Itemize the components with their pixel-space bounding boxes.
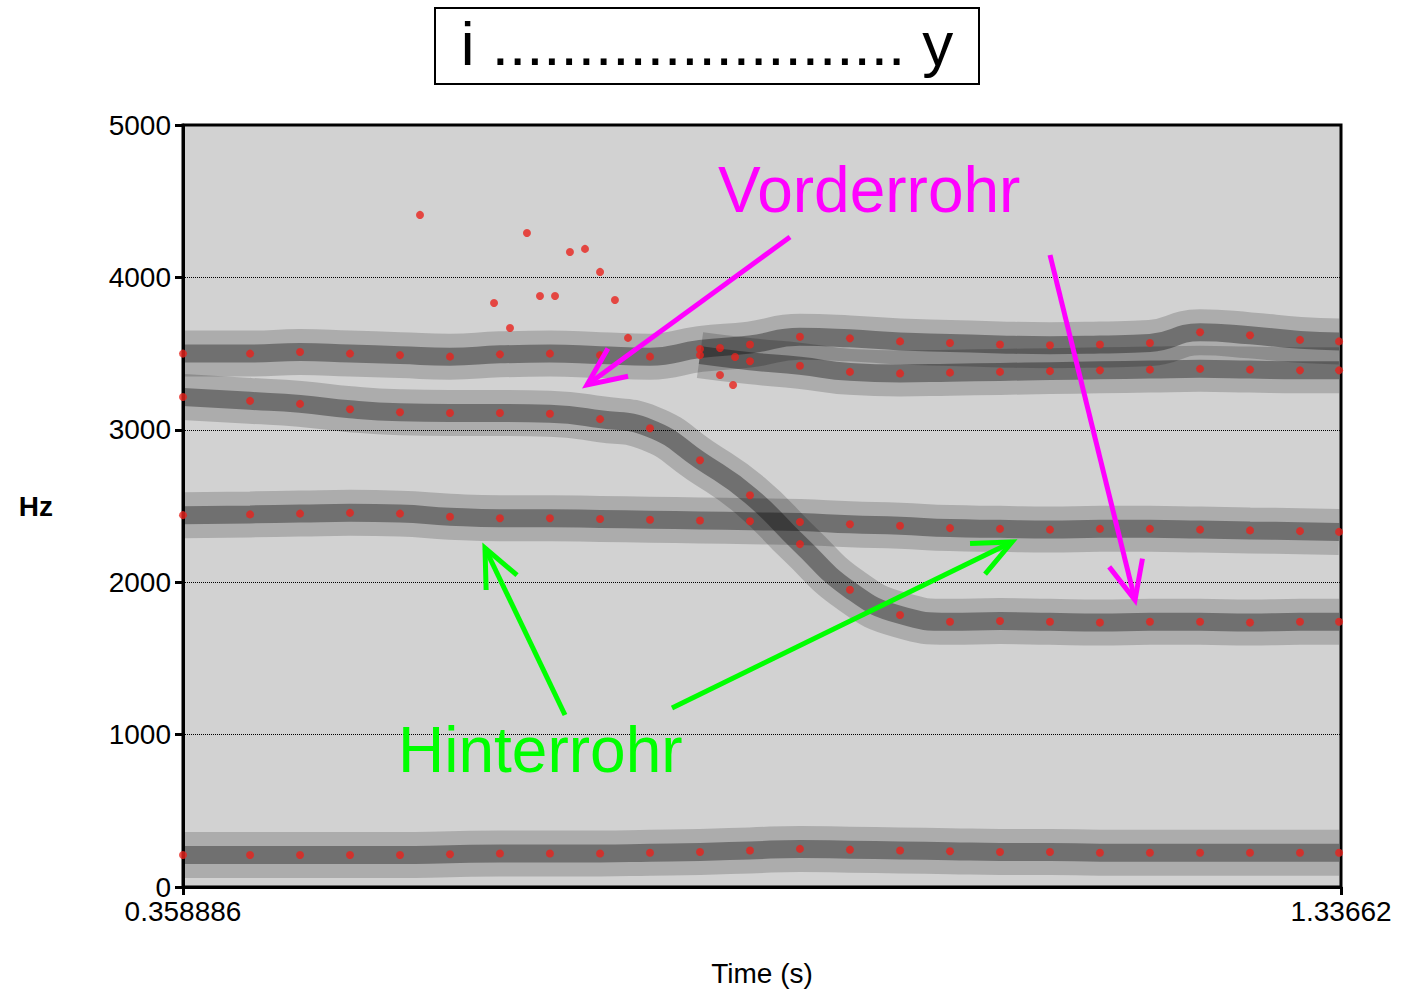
svg-text:Hinterrohr: Hinterrohr [398,714,683,786]
svg-text:1.33662: 1.33662 [1290,896,1391,927]
svg-text:Time (s): Time (s) [711,958,813,989]
svg-text:1000: 1000 [109,719,171,750]
svg-text:Vorderrohr: Vorderrohr [718,154,1020,226]
svg-text:i ........................ y: i ........................ y [461,9,954,78]
svg-text:2000: 2000 [109,567,171,598]
svg-text:3000: 3000 [109,414,171,445]
svg-text:4000: 4000 [109,262,171,293]
svg-text:0: 0 [155,871,171,903]
svg-text:Hz: Hz [19,491,53,522]
svg-text:0.358886: 0.358886 [125,896,242,927]
svg-text:5000: 5000 [109,110,171,141]
